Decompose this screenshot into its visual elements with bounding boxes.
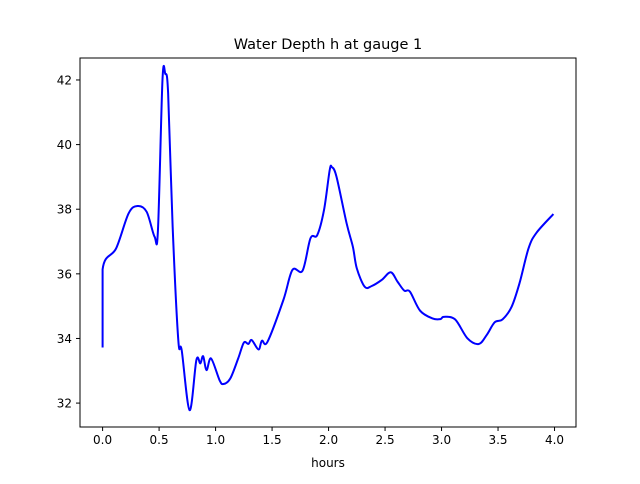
x-tick-label: 3.5	[488, 433, 507, 447]
x-tick-label: 4.0	[545, 433, 564, 447]
y-tick-label: 34	[57, 332, 72, 346]
y-tick-label: 42	[57, 73, 72, 87]
axes-frame	[79, 57, 577, 428]
x-axis-label: hours	[311, 456, 345, 470]
x-tick-label: 2.0	[319, 433, 338, 447]
x-tick-label: 0.5	[150, 433, 169, 447]
x-tick-label: 0.0	[93, 433, 112, 447]
y-tick-label: 38	[57, 203, 72, 217]
x-tick-label: 1.5	[263, 433, 282, 447]
y-tick-label: 36	[57, 267, 72, 281]
x-tick-label: 2.5	[376, 433, 395, 447]
x-tick-label: 1.0	[206, 433, 225, 447]
y-tick-label: 40	[57, 138, 72, 152]
y-tick-label: 32	[57, 397, 72, 411]
series-line-h	[101, 65, 555, 412]
chart-title: Water Depth h at gauge 1	[234, 37, 422, 53]
x-tick-label: 3.0	[432, 433, 451, 447]
